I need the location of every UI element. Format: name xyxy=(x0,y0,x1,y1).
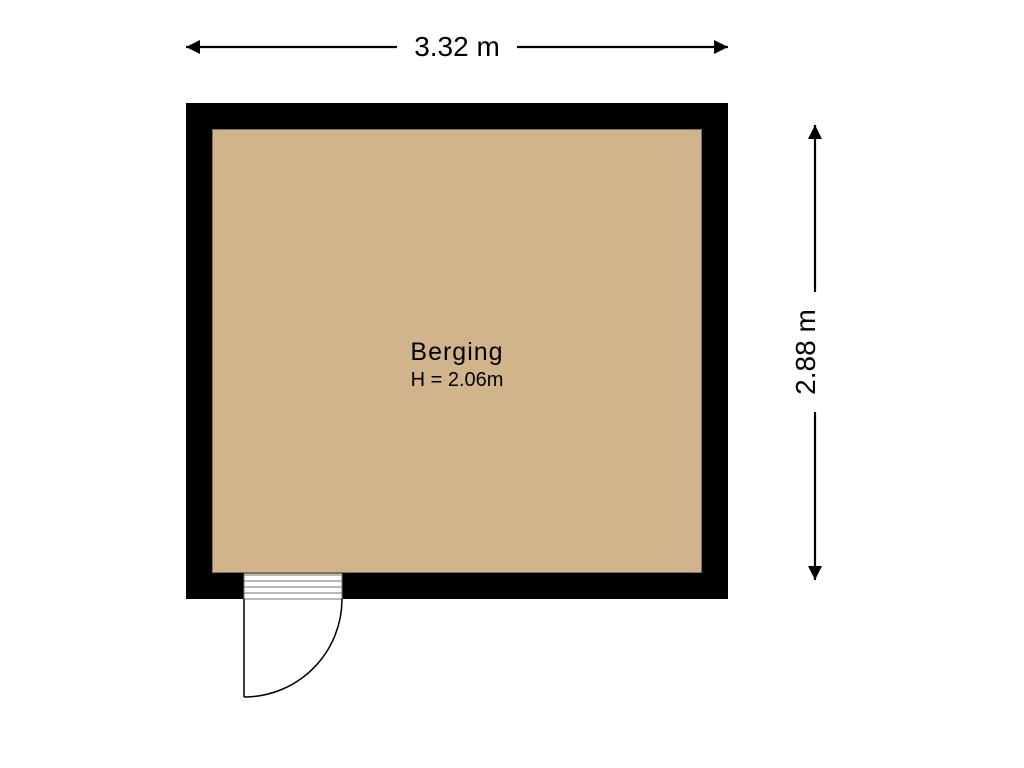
door-threshold xyxy=(244,575,342,599)
dimension-right: 2.88 m xyxy=(790,125,822,580)
room-height-label: H = 2.06m xyxy=(411,369,504,391)
dimension-top: 3.32 m xyxy=(186,31,728,62)
door-swing xyxy=(244,599,342,697)
dimension-right-label: 2.88 m xyxy=(790,309,821,395)
floorplan-svg: Berging H = 2.06m 3.32 m 2.88 m xyxy=(0,0,1024,768)
room-name: Berging xyxy=(410,338,503,366)
dimension-top-label: 3.32 m xyxy=(414,31,500,62)
